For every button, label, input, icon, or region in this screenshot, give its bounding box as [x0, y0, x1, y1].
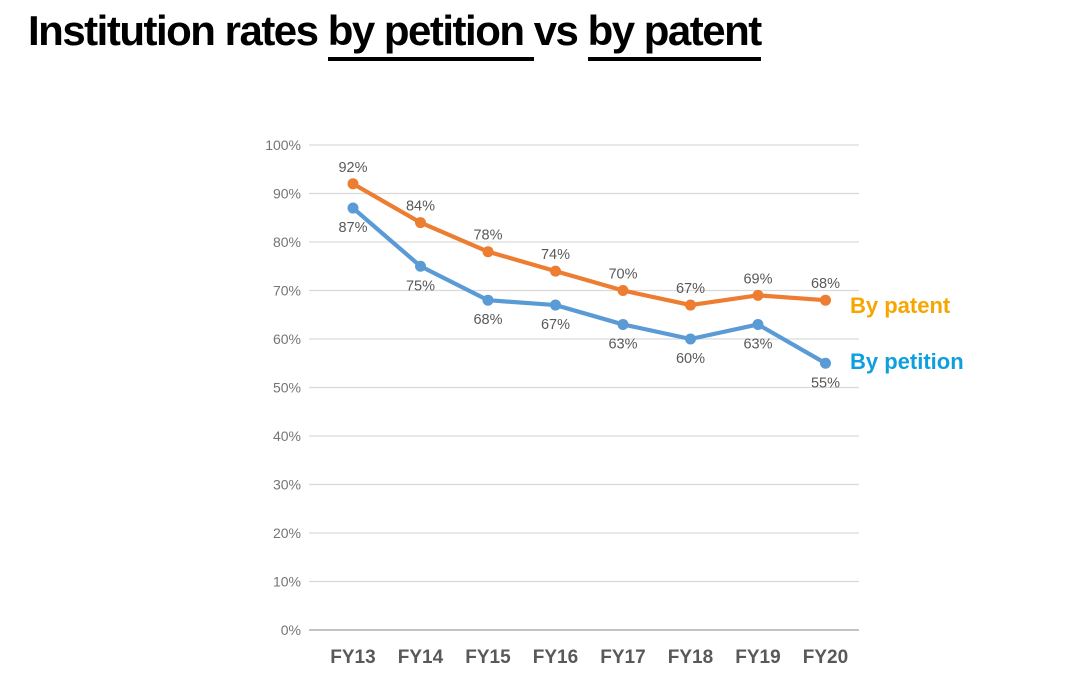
data-point-by-patent	[685, 299, 696, 311]
x-category-label: FY13	[330, 647, 375, 668]
title-segment-plain-vs: vs	[533, 7, 588, 54]
data-point-by-patent	[482, 246, 494, 258]
data-label: 92%	[338, 160, 367, 176]
legend-by-patent: By patent	[850, 293, 951, 318]
x-axis-category-labels: FY13 FY14 FY15 FY16 FY17 FY18 FY19 FY20	[330, 647, 848, 668]
data-label: 63%	[608, 336, 637, 352]
series-line-by-patent	[350, 181, 828, 308]
data-label: 67%	[541, 317, 570, 333]
legend-by-petition: By petition	[850, 349, 964, 374]
title-segment-underline-petition: by petition	[327, 7, 534, 61]
data-point-by-petition	[482, 294, 494, 306]
data-label: 67%	[676, 281, 705, 297]
data-label: 74%	[541, 247, 570, 263]
y-tick-label: 40%	[273, 428, 301, 444]
data-point-by-petition	[415, 260, 426, 272]
y-axis-tick-labels: 0% 10% 20% 30% 40% 50% 60% 70% 80% 90% 100%	[265, 137, 301, 638]
data-point-by-petition	[550, 299, 561, 311]
data-label: 68%	[811, 276, 840, 292]
data-label: 69%	[743, 271, 772, 287]
data-labels-by-petition: 87% 75% 68% 67% 63% 60% 63% 55%	[338, 220, 840, 391]
title-segment-underline-patent: by patent	[587, 7, 762, 61]
data-label: 68%	[473, 312, 502, 328]
data-point-by-patent	[415, 217, 426, 229]
data-label: 63%	[743, 336, 772, 352]
gridlines	[309, 144, 859, 631]
y-tick-label: 100%	[265, 137, 301, 153]
series-line-by-petition	[350, 205, 828, 366]
data-point-by-patent	[752, 289, 764, 301]
y-tick-label: 30%	[273, 477, 301, 493]
y-tick-label: 90%	[273, 186, 301, 202]
y-tick-label: 70%	[273, 283, 301, 299]
title-segment-plain: Institution rates	[28, 7, 328, 54]
x-category-label: FY17	[600, 647, 645, 668]
x-category-label: FY19	[735, 647, 780, 668]
data-label: 75%	[406, 278, 435, 294]
y-tick-label: 0%	[281, 622, 301, 638]
data-label: 87%	[338, 220, 367, 236]
y-tick-label: 10%	[273, 574, 301, 590]
data-point-by-petition	[685, 333, 696, 345]
y-tick-label: 50%	[273, 380, 301, 396]
x-category-label: FY15	[465, 647, 511, 668]
series-by-patent	[347, 178, 831, 311]
y-tick-label: 80%	[273, 234, 301, 250]
x-category-label: FY20	[803, 647, 848, 668]
data-label: 78%	[473, 228, 502, 244]
x-category-label: FY14	[398, 647, 444, 668]
y-tick-label: 20%	[273, 525, 301, 541]
data-point-by-petition	[820, 357, 831, 369]
page-title: Institution rates by petition vs by pate…	[28, 6, 762, 61]
data-label: 84%	[406, 199, 435, 215]
x-category-label: FY16	[533, 647, 578, 668]
data-point-by-patent	[347, 178, 359, 190]
data-point-by-petition	[752, 318, 764, 330]
data-point-by-patent	[820, 294, 831, 306]
data-point-by-patent	[617, 285, 629, 296]
data-point-by-patent	[550, 265, 561, 277]
data-point-by-petition	[347, 202, 359, 214]
data-label: 60%	[676, 351, 705, 367]
data-point-by-petition	[617, 318, 629, 330]
data-label: 70%	[608, 267, 637, 283]
y-tick-label: 60%	[273, 331, 301, 347]
data-label: 55%	[811, 375, 840, 391]
data-labels-by-patent: 92% 84% 78% 74% 70% 67% 69% 68%	[338, 160, 840, 297]
x-category-label: FY18	[668, 647, 713, 668]
series-by-petition	[347, 202, 831, 369]
